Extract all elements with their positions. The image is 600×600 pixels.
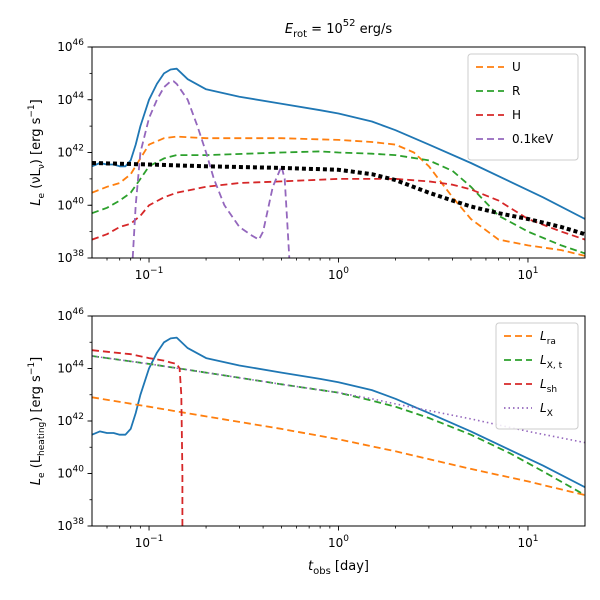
series-line-l-ra [92,396,585,496]
y-axis-label: Le (Lheating) [erg s−1] [27,357,47,485]
y-tick-label: 1042 [57,144,84,160]
y-tick-label: 1046 [57,307,84,323]
bottom-panel: 10−1 100 101 1038 1040 1042 1044 1046 Le (Lheati… [27,307,586,577]
x-tick-label: 101 [517,534,538,550]
y-tick-label: 1046 [57,38,84,54]
legend-label: U [512,60,521,74]
x-tick-label: 101 [517,266,538,282]
series-line-l-sh [92,349,184,526]
series-line-0-1kev [131,80,291,258]
x-tick-label: 10−1 [135,534,164,550]
y-axis-label: Le (νLν) [erg s−1] [27,99,47,205]
series-line-r [92,150,585,255]
x-tick-label: 10−1 [135,266,164,282]
legend-label: H [512,108,521,122]
chart-title: Erot = 1052 erg/s [285,18,392,40]
legend-label: LX, t [540,353,563,371]
series-group [92,336,585,526]
y-tick-label: 1040 [57,465,84,481]
legend-box [495,322,579,430]
series-line-l-x-t [92,355,585,496]
y-tick-label: 1038 [57,249,84,265]
x-tick-label: 100 [328,266,349,282]
y-tick-label: 1040 [57,196,84,212]
y-tick-label: 1044 [57,360,84,376]
series-line-threshold [92,161,585,237]
series-line-total [92,67,585,220]
legend: URH 0.1keV [467,53,579,161]
legend: Lra LX, t Lsh LX [495,322,579,430]
legend-label: LX [540,401,553,419]
y-tick-label: 1038 [57,517,84,533]
series-group [92,67,585,258]
legend-label: 0.1keV [512,132,554,146]
series-line-total [92,336,585,489]
series-line-u [92,135,585,257]
legend-label: Lsh [540,377,557,395]
top-panel: 10−1 100 101 1038 1040 1042 1044 1046 Erot = 105… [27,18,586,282]
x-tick-label: 100 [328,534,349,550]
y-tick-label: 1042 [57,412,84,428]
legend-box [467,53,579,161]
y-tick-label: 1044 [57,91,84,107]
x-axis-label: tobs [day] [308,559,369,577]
legend-label: R [512,84,520,98]
legend-label: Lra [540,329,556,347]
